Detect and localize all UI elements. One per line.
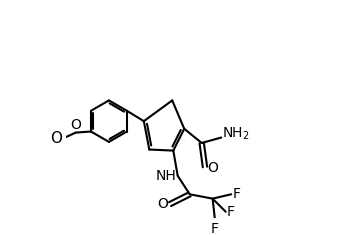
Text: O: O bbox=[157, 197, 168, 211]
Text: O: O bbox=[207, 161, 218, 175]
Text: F: F bbox=[227, 205, 235, 219]
Text: O: O bbox=[71, 118, 81, 132]
Text: NH$_2$: NH$_2$ bbox=[223, 126, 250, 142]
Text: O: O bbox=[51, 131, 62, 145]
Text: NH: NH bbox=[156, 169, 177, 183]
Text: F: F bbox=[211, 222, 219, 235]
Text: F: F bbox=[232, 187, 240, 201]
